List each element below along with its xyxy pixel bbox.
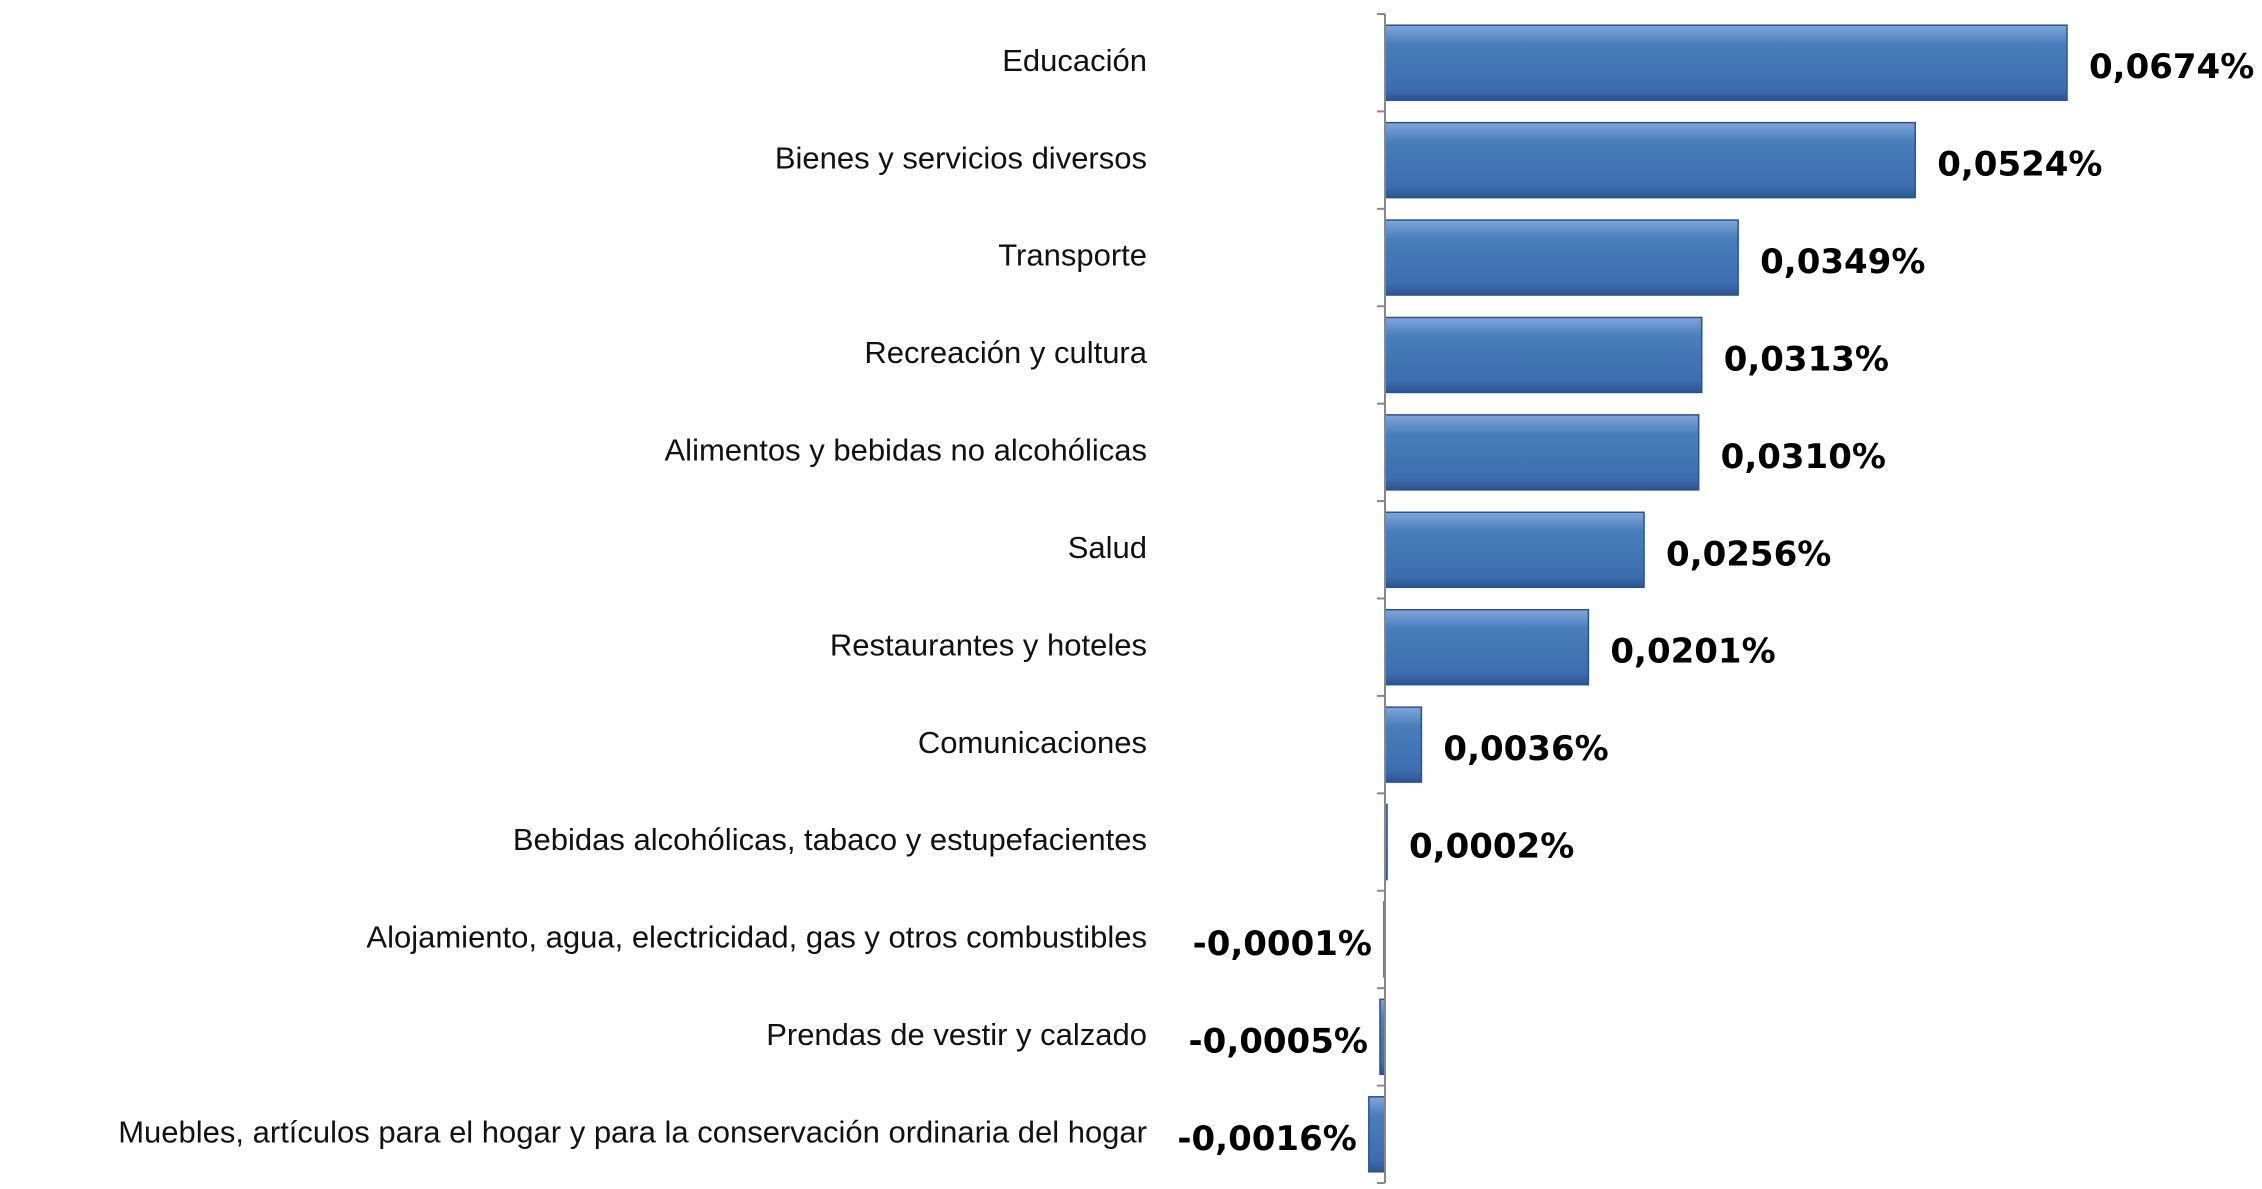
bar	[1384, 24, 2068, 101]
value-label: 0,0349%	[1760, 242, 1925, 282]
value-label: -0,0016%	[1177, 1119, 1356, 1159]
category-label: Transporte	[998, 238, 1147, 273]
value-label: -0,0001%	[1193, 924, 1372, 964]
bar	[1384, 316, 1703, 394]
bar	[1384, 121, 1916, 199]
value-label: 0,0002%	[1409, 827, 1574, 867]
category-label: Educación	[1002, 43, 1147, 78]
category-label: Prendas de vestir y calzado	[766, 1017, 1147, 1052]
category-label: Muebles, artículos para el hogar y para …	[118, 1114, 1147, 1149]
bar	[1384, 414, 1700, 491]
bar	[1384, 219, 1739, 296]
bar	[1368, 1096, 1386, 1173]
value-label: 0,0201%	[1610, 632, 1775, 672]
bar	[1384, 706, 1423, 783]
category-label: Alojamiento, agua, electricidad, gas y o…	[366, 920, 1147, 955]
category-label: Comunicaciones	[918, 725, 1147, 760]
value-label: 0,0313%	[1724, 339, 1889, 379]
value-label: 0,0524%	[1937, 145, 2102, 185]
category-label: Restaurantes y hoteles	[830, 627, 1147, 662]
bar	[1384, 608, 1590, 686]
value-label: 0,0674%	[2089, 47, 2254, 87]
value-label: 0,0310%	[1721, 437, 1886, 477]
category-label: Bienes y servicios diversos	[775, 140, 1147, 175]
category-label: Alimentos y bebidas no alcohólicas	[665, 433, 1148, 468]
category-label: Recreación y cultura	[864, 335, 1147, 370]
value-label: 0,0036%	[1443, 729, 1608, 769]
category-label: Bebidas alcohólicas, tabaco y estupefaci…	[513, 822, 1147, 857]
category-label: Salud	[1068, 530, 1147, 565]
bar	[1384, 511, 1645, 589]
value-label: -0,0005%	[1189, 1021, 1368, 1061]
value-label: 0,0256%	[1666, 534, 1831, 574]
